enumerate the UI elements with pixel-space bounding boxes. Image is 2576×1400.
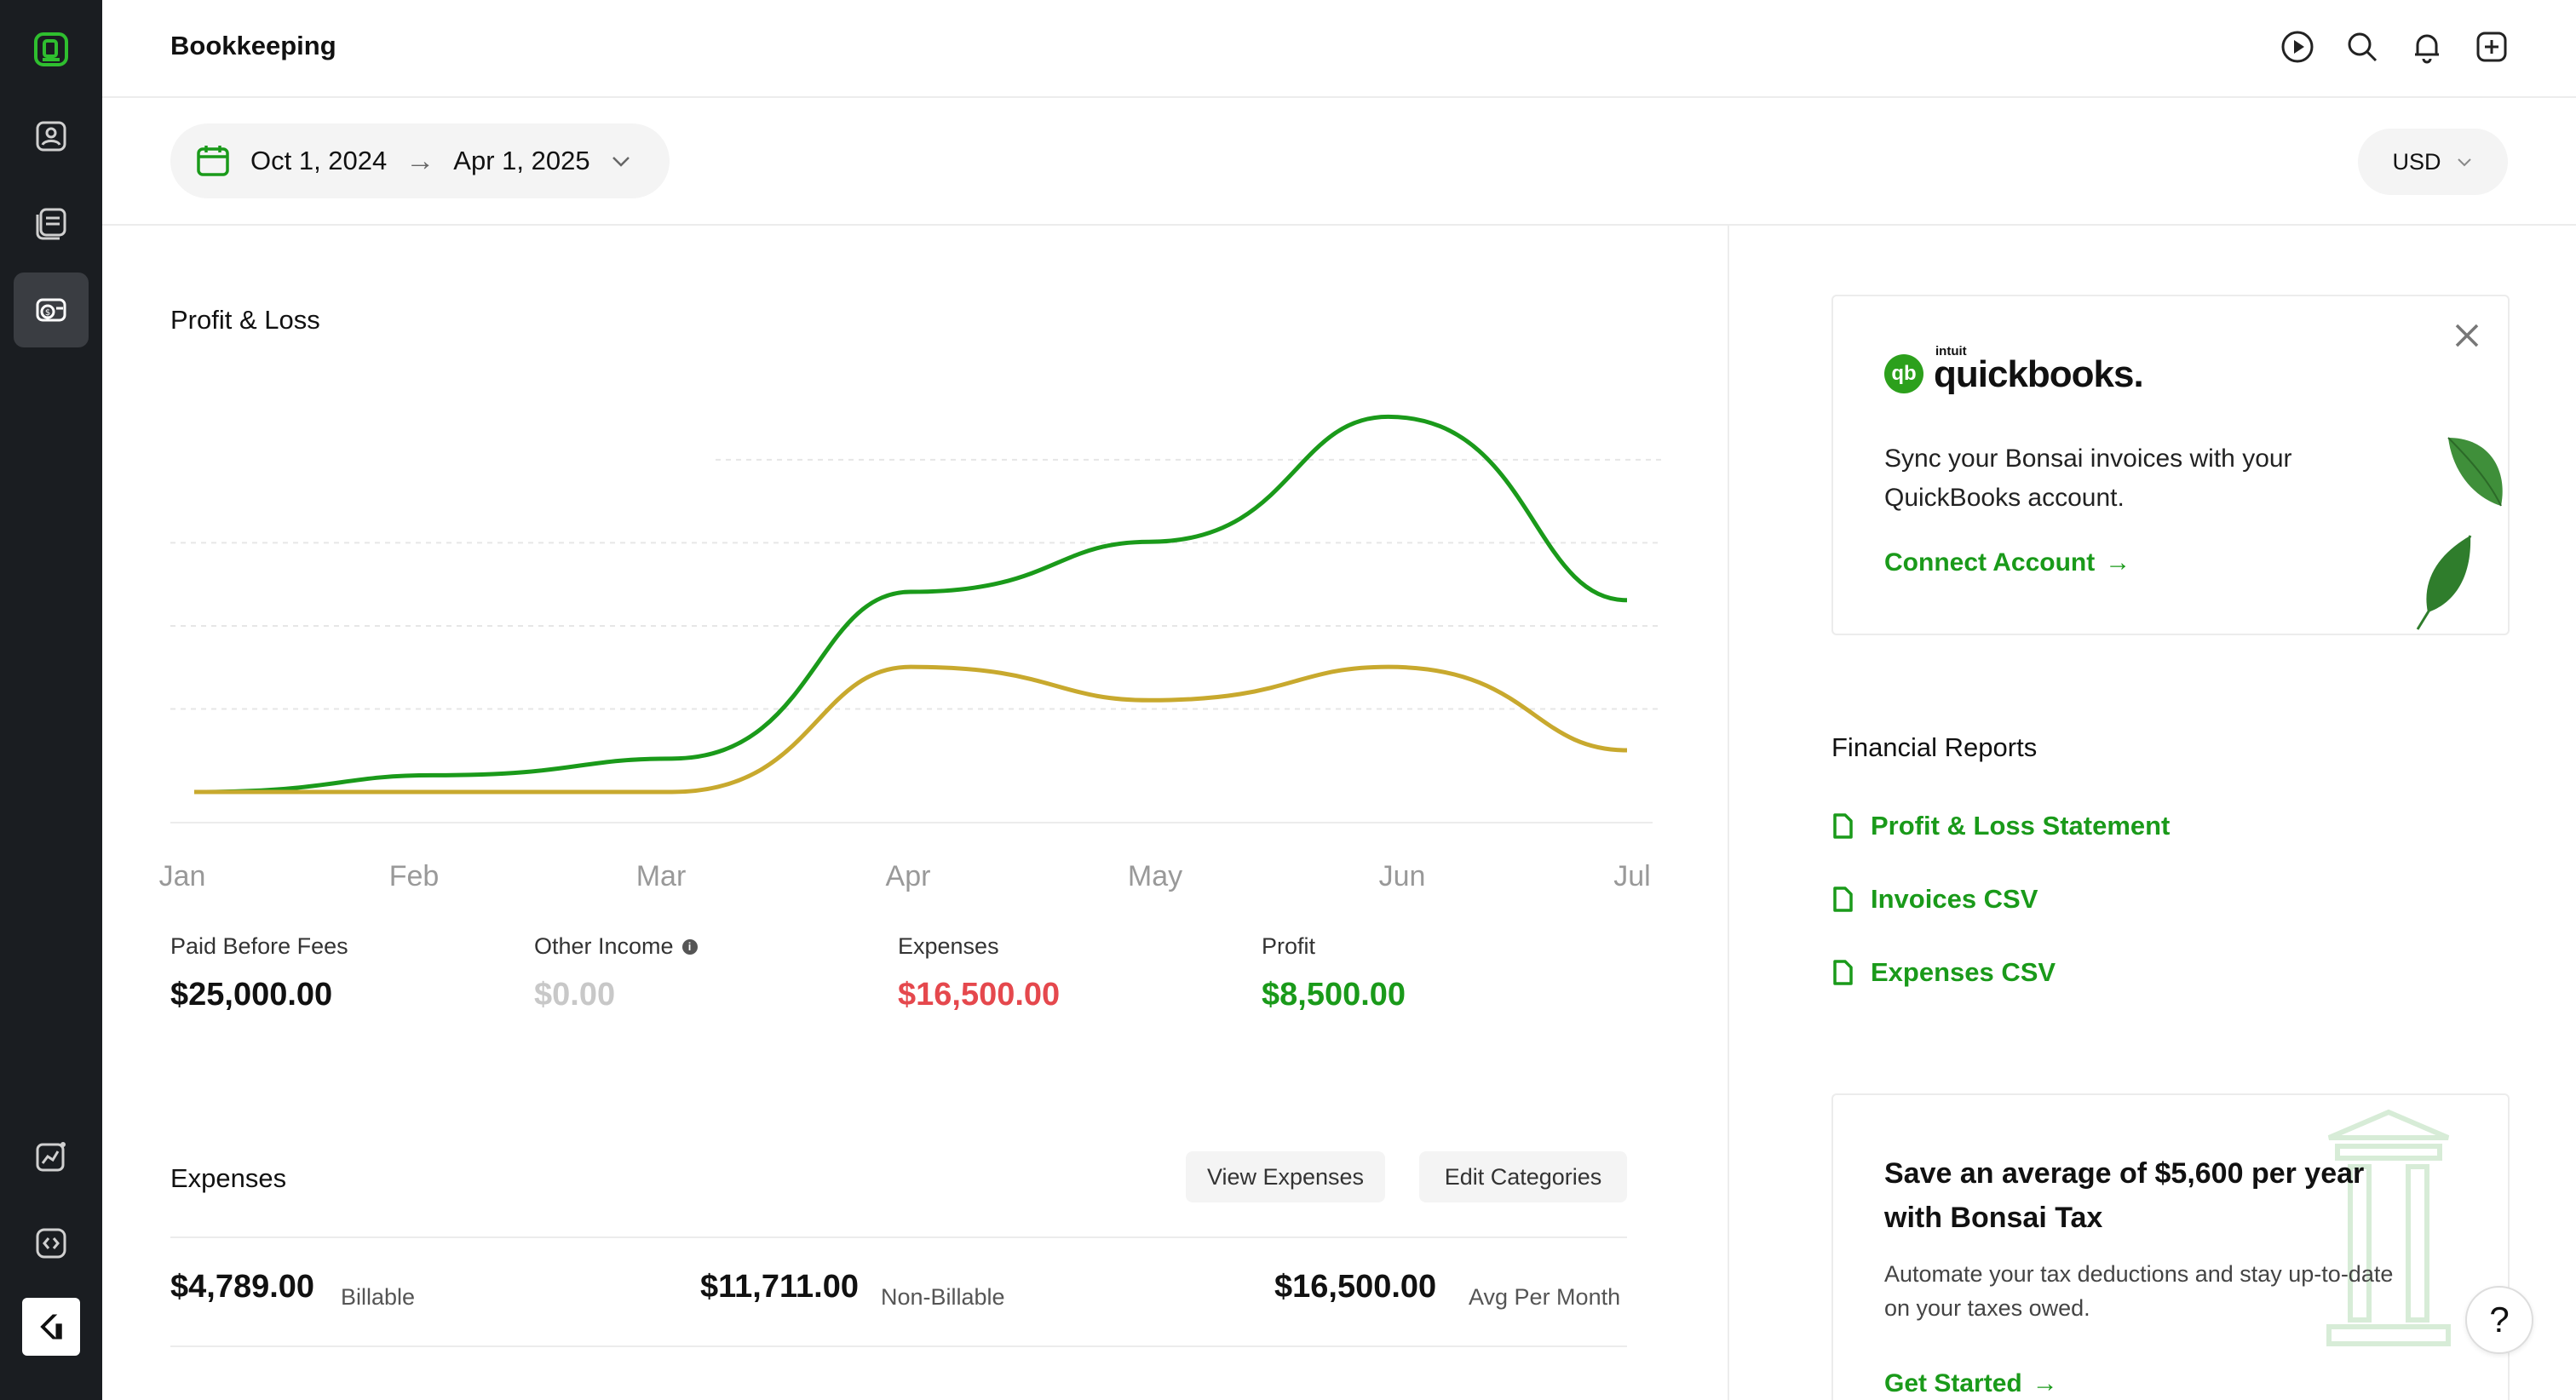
top-bar: Bookkeeping (102, 0, 2576, 98)
chart-x-tick: May (1127, 860, 1183, 892)
connect-account-label: Connect Account (1884, 548, 2096, 577)
stat-profit: Profit $8,500.00 (1262, 933, 1406, 1013)
sidebar: $ (0, 0, 102, 1400)
bookkeeping-icon[interactable]: $ (14, 273, 89, 347)
stat-value: $16,500.00 (898, 977, 1061, 1013)
document-icon (1833, 886, 1853, 912)
page-title: Bookkeeping (170, 31, 336, 60)
divider (170, 1345, 1627, 1347)
arrow-right-icon: → (405, 144, 435, 177)
chart-x-tick: Feb (388, 860, 440, 892)
chart-x-tick: Jul (1613, 860, 1651, 892)
stat-expenses: Expenses $16,500.00 (898, 933, 1060, 1013)
info-icon[interactable]: i (681, 938, 698, 955)
quickbooks-badge-icon: qb (1884, 354, 1923, 393)
top-actions (2278, 27, 2511, 66)
get-started-link[interactable]: Get Started → (1884, 1369, 2058, 1398)
bonsai-tax-title: Save an average of $5,600 per year with … (1884, 1157, 2365, 1234)
stat-value: $0.00 (534, 977, 616, 1013)
chevron-down-icon (609, 149, 633, 173)
play-icon[interactable] (2278, 27, 2317, 66)
analytics-icon[interactable] (14, 1119, 89, 1194)
date-range-picker[interactable]: Oct 1, 2024 → Apr 1, 2025 (170, 123, 670, 198)
profit-loss-stats: Paid Before Fees $25,000.00 Other Income… (170, 933, 1704, 1027)
bonsai-tax-description: Automate your tax deductions and stay up… (1884, 1261, 2394, 1321)
document-icon (1833, 813, 1853, 839)
svg-text:$: $ (45, 308, 50, 318)
divider (170, 1236, 1627, 1238)
nonbillable-label: Non-Billable (881, 1284, 1005, 1310)
calendar-icon (194, 142, 232, 180)
chart-series-line-0 (193, 414, 1628, 795)
chart-series-line-1 (193, 664, 1628, 795)
stat-label: Other Income (534, 933, 674, 959)
documents-icon[interactable] (14, 186, 89, 261)
chart-x-tick: Jan (158, 860, 206, 892)
report-label: Invoices CSV (1871, 884, 2038, 914)
get-started-label: Get Started (1884, 1369, 2022, 1397)
bonsai-tax-card: Save an average of $5,600 per year with … (1831, 1093, 2510, 1400)
integrations-icon[interactable] (14, 1206, 89, 1281)
intuit-wordmark: intuit (1935, 344, 1967, 359)
chart-x-tick: Apr (885, 860, 931, 892)
report-profit-loss-statement[interactable]: Profit & Loss Statement (1831, 811, 2170, 841)
date-start: Oct 1, 2024 (250, 146, 388, 175)
help-button[interactable]: ? (2465, 1286, 2533, 1354)
arrow-right-icon: → (2105, 548, 2131, 577)
report-expenses-csv[interactable]: Expenses CSV (1831, 957, 2056, 988)
pillar-icon (2326, 1109, 2451, 1346)
search-icon[interactable] (2343, 27, 2382, 66)
quickbooks-card: qb intuit quickbooks. Sync your Bonsai i… (1831, 295, 2510, 635)
arrow-right-icon: → (2032, 1369, 2058, 1397)
quickbooks-description: Sync your Bonsai invoices with your Quic… (1884, 445, 2292, 512)
document-icon (1833, 960, 1853, 985)
quickbooks-logo: qb intuit quickbooks. (1884, 344, 2144, 395)
report-label: Profit & Loss Statement (1871, 811, 2171, 841)
report-label: Expenses CSV (1871, 957, 2056, 987)
bell-icon[interactable] (2407, 27, 2447, 66)
brand-k-icon[interactable] (22, 1298, 80, 1356)
chevron-down-icon (2457, 158, 2471, 167)
chart-x-tick: Mar (635, 860, 687, 892)
nonbillable-value: $11,711.00 (700, 1269, 859, 1305)
stat-value: $25,000.00 (170, 977, 333, 1013)
expenses-summary: $4,789.00 Billable $11,711.00 Non-Billab… (170, 1269, 1627, 1320)
billable-label: Billable (341, 1284, 416, 1310)
quickbooks-wordmark: quickbooks. (1934, 353, 2144, 395)
financial-reports-title: Financial Reports (1831, 732, 2038, 762)
currency-select[interactable]: USD (2358, 129, 2508, 195)
contacts-icon[interactable] (14, 99, 89, 174)
currency-value: USD (2392, 148, 2441, 175)
billable-value: $4,789.00 (170, 1269, 315, 1305)
view-expenses-button[interactable]: View Expenses (1186, 1151, 1385, 1202)
profit-loss-title: Profit & Loss (170, 305, 320, 335)
plus-icon[interactable] (2472, 27, 2511, 66)
stat-label: Profit (1262, 933, 1316, 959)
close-icon[interactable] (2448, 317, 2486, 354)
chart-x-tick: Jun (1378, 860, 1426, 892)
stat-label: Expenses (898, 933, 999, 959)
expenses-title: Expenses (170, 1163, 287, 1193)
connect-account-link[interactable]: Connect Account → (1884, 548, 2130, 577)
leaf-icon (2416, 535, 2472, 630)
stat-other-income: Other Income i $0.00 (534, 933, 698, 1013)
avg-per-month-label: Avg Per Month (1469, 1284, 1621, 1310)
stat-paid-before-fees: Paid Before Fees $25,000.00 (170, 933, 348, 1013)
bonsai-logo-icon[interactable] (14, 12, 89, 87)
edit-categories-button[interactable]: Edit Categories (1419, 1151, 1627, 1202)
avg-per-month-value: $16,500.00 (1274, 1269, 1437, 1305)
column-divider (1728, 226, 1729, 1400)
profit-loss-chart (170, 414, 1661, 823)
leaf-icon (2447, 437, 2503, 507)
date-end: Apr 1, 2025 (453, 146, 590, 175)
stat-value: $8,500.00 (1262, 977, 1406, 1013)
filter-bar: Oct 1, 2024 → Apr 1, 2025 USD (102, 98, 2576, 226)
chart-x-axis: Jan Feb Mar Apr May Jun Jul (159, 860, 1651, 899)
stat-label: Paid Before Fees (170, 933, 348, 959)
report-invoices-csv[interactable]: Invoices CSV (1831, 884, 2038, 915)
